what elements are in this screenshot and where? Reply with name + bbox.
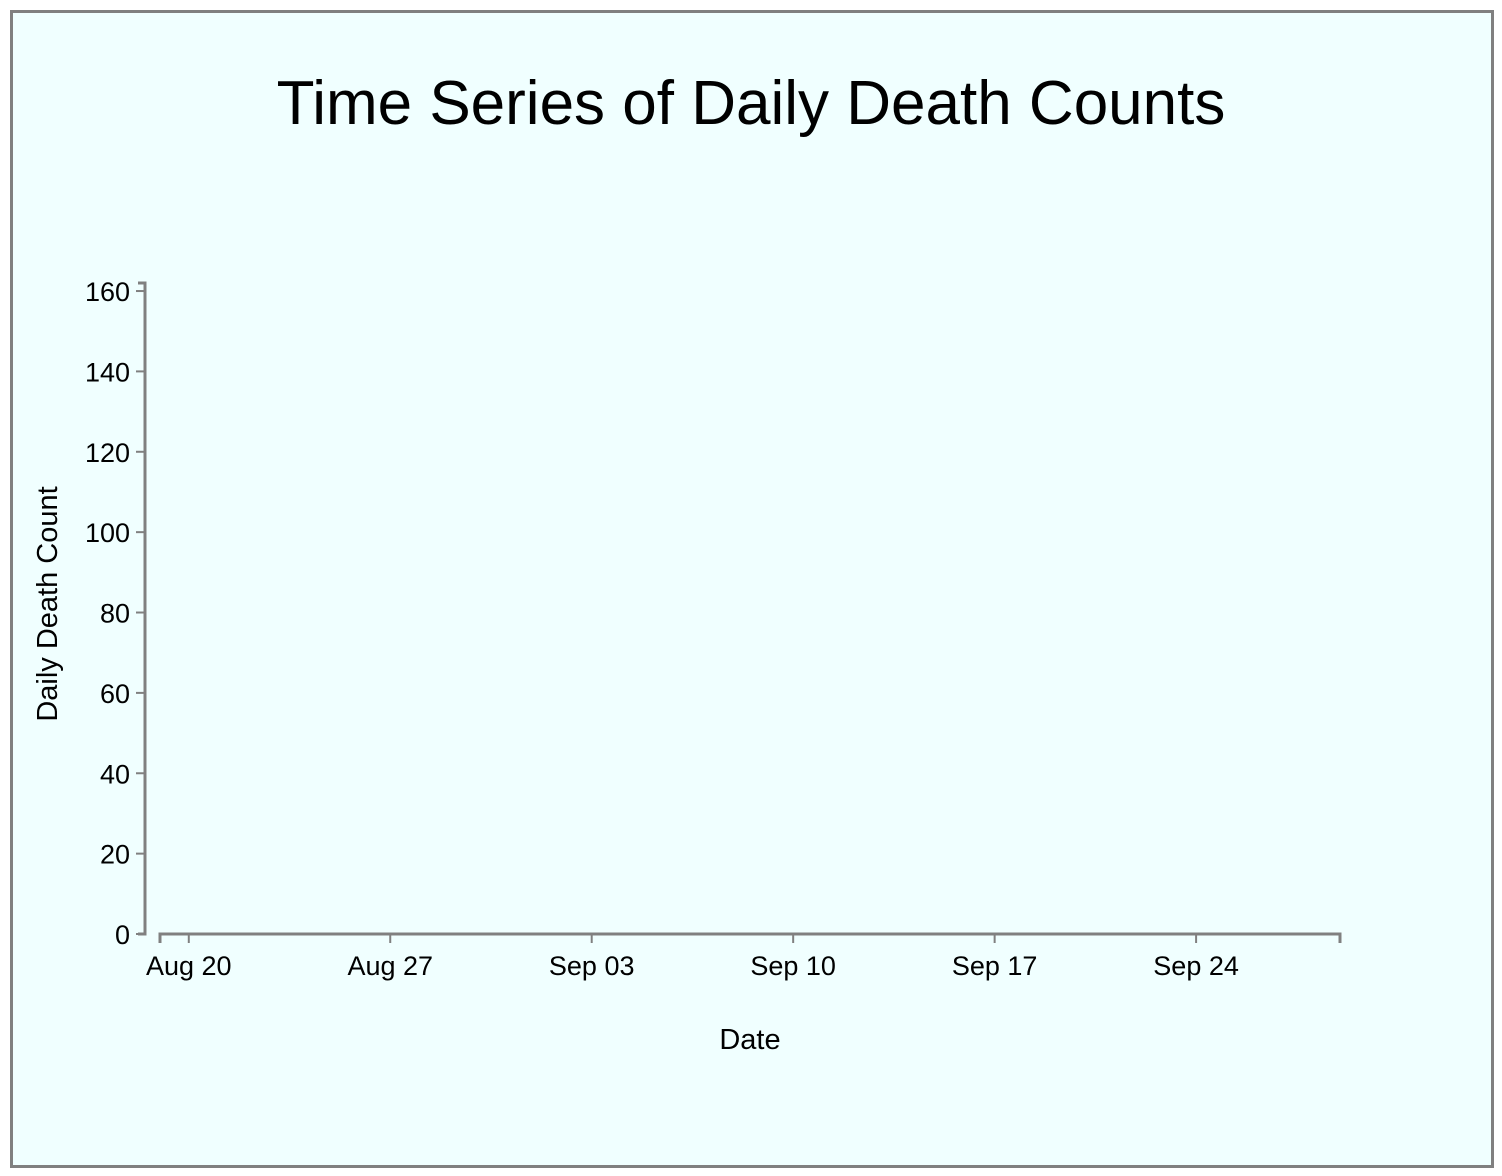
y-axis: 0 20 40 60 80 100 120 140 160 <box>85 277 147 950</box>
chart-frame <box>10 10 1494 1168</box>
y-tick-label: 160 <box>85 277 130 307</box>
y-axis-title: Daily Death Count <box>32 486 64 721</box>
chart-title: Time Series of Daily Death Counts <box>276 69 1226 138</box>
x-tick-label: Sep 10 <box>750 951 836 981</box>
y-tick-label: 20 <box>100 840 130 870</box>
x-axis: Aug 20 Aug 27 Sep 03 Sep 10 Sep 17 Sep 24 <box>146 932 1342 981</box>
y-tick-label: 80 <box>100 599 130 629</box>
y-tick-label: 100 <box>85 518 130 548</box>
x-axis-title: Date <box>719 1024 780 1056</box>
y-tick-label: 0 <box>115 920 130 950</box>
y-axis-line <box>138 281 147 936</box>
x-tick-label: Sep 03 <box>549 951 635 981</box>
x-tick-label: Aug 20 <box>146 951 232 981</box>
x-tick-label: Sep 24 <box>1153 951 1239 981</box>
y-tick-label: 140 <box>85 357 130 387</box>
y-tick-label: 40 <box>100 759 130 789</box>
x-axis-line <box>158 932 1342 943</box>
y-tick-label: 60 <box>100 679 130 709</box>
x-tick-label: Sep 17 <box>952 951 1038 981</box>
y-tick-label: 120 <box>85 438 130 468</box>
x-tick-label: Aug 27 <box>347 951 433 981</box>
